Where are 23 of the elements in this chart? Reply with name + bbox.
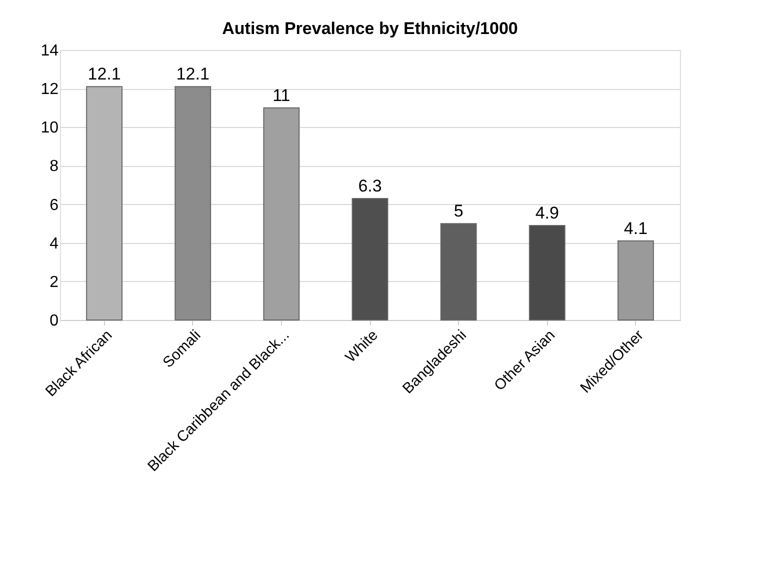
- data-label: 12.1: [176, 64, 210, 84]
- bar: [528, 225, 566, 320]
- y-tick-label: 6: [50, 196, 59, 214]
- y-tick-label: 10: [40, 120, 59, 137]
- bar: [263, 107, 300, 320]
- data-label: 4.1: [624, 218, 648, 238]
- data-label: 12.1: [88, 64, 121, 84]
- data-label: 4.9: [535, 204, 559, 222]
- y-tick-label: 0: [50, 312, 59, 330]
- y-tick-label: 8: [50, 158, 59, 176]
- bar: [352, 198, 388, 320]
- data-label: 6.3: [358, 176, 382, 196]
- bar: [174, 86, 212, 320]
- y-tick-label: 4: [50, 235, 59, 252]
- data-label: 11: [272, 86, 290, 105]
- y-tick-label: 2: [50, 274, 59, 291]
- y-tick-label: 12: [40, 81, 59, 98]
- bar: [440, 223, 477, 320]
- bar: [86, 86, 122, 320]
- bar: [618, 240, 654, 320]
- data-label: 5: [454, 202, 464, 221]
- chart-title: Autism Prevalence by Ethnicity/1000: [222, 19, 518, 38]
- y-tick-label: 14: [40, 42, 59, 60]
